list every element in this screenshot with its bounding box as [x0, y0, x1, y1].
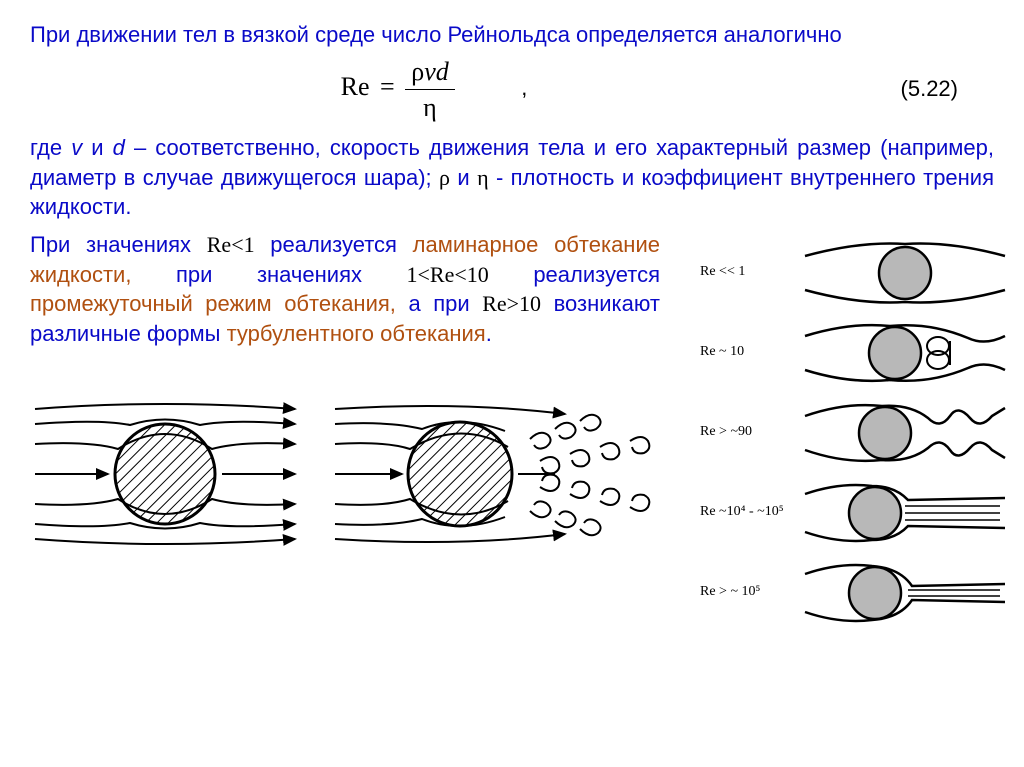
regime-d-icon: [800, 476, 1010, 550]
eq-v: v: [424, 57, 436, 86]
lower-region: При значениях Re<1 реализуется ламинарно…: [30, 230, 994, 636]
rg-dot: .: [486, 321, 492, 346]
left-column: При значениях Re<1 реализуется ламинарно…: [30, 230, 690, 559]
equation-row: Re = ρvd η , (5.22): [30, 54, 994, 125]
rg-t3: при значениях: [131, 262, 406, 287]
def-eta: η: [477, 165, 489, 190]
def-d: d: [113, 135, 125, 160]
regime-e-icon: [800, 556, 1010, 630]
regime-c: Re > ~90: [700, 396, 1010, 470]
regime-b: Re ~ 10: [700, 316, 1010, 390]
laminar-flow-diagram: [30, 389, 300, 559]
rg-t2: реализуется: [255, 232, 413, 257]
equation: Re = ρvd η ,: [30, 54, 838, 125]
regime-d-label: Re ~10⁴ - ~10⁵: [700, 503, 800, 522]
rg-r2: 1<Re<10: [407, 262, 489, 287]
rg-inter: промежуточный режим обтекания,: [30, 291, 396, 316]
rg-turb: турбулентного обтекания: [227, 321, 486, 346]
eq-comma: ,: [461, 75, 527, 100]
rg-t1: При значениях: [30, 232, 207, 257]
rg-t4: реализуется: [489, 262, 660, 287]
definition-text: где v и d – соответственно, скорость дви…: [30, 133, 994, 222]
regime-e-label: Re > ~ 10⁵: [700, 583, 800, 602]
regime-a: Re << 1: [700, 236, 1010, 310]
def-p1: где: [30, 135, 71, 160]
regime-c-icon: [800, 396, 1010, 470]
regime-c-label: Re > ~90: [700, 423, 800, 442]
def-p2: и: [82, 135, 112, 160]
eq-equals: =: [376, 72, 399, 101]
rg-r1: Re<1: [207, 232, 255, 257]
eq-eta: η: [405, 90, 455, 125]
regime-b-icon: [800, 316, 1010, 390]
rg-t5: а при: [396, 291, 482, 316]
turbulent-flow-diagram: [330, 389, 690, 559]
def-v: v: [71, 135, 82, 160]
eq-rho: ρ: [411, 57, 424, 86]
eq-lhs: Re: [341, 72, 370, 101]
intro-text: При движении тел в вязкой среде число Ре…: [30, 20, 994, 50]
reynolds-regime-column: Re << 1 Re ~ 10 Re > ~90: [700, 230, 1010, 636]
regime-a-label: Re << 1: [700, 263, 800, 282]
regimes-text: При значениях Re<1 реализуется ламинарно…: [30, 230, 660, 349]
eq-d: d: [436, 57, 449, 86]
regime-e: Re > ~ 10⁵: [700, 556, 1010, 630]
rg-r3: Re>10: [482, 291, 541, 316]
regime-a-icon: [800, 236, 1010, 310]
def-rho: ρ: [439, 165, 450, 190]
eq-fraction: ρvd η: [405, 54, 455, 125]
regime-b-label: Re ~ 10: [700, 343, 800, 362]
regime-d: Re ~10⁴ - ~10⁵: [700, 476, 1010, 550]
def-p4: и: [450, 165, 477, 190]
equation-number: (5.22): [838, 74, 994, 104]
flow-diagrams-pair: [30, 389, 690, 559]
